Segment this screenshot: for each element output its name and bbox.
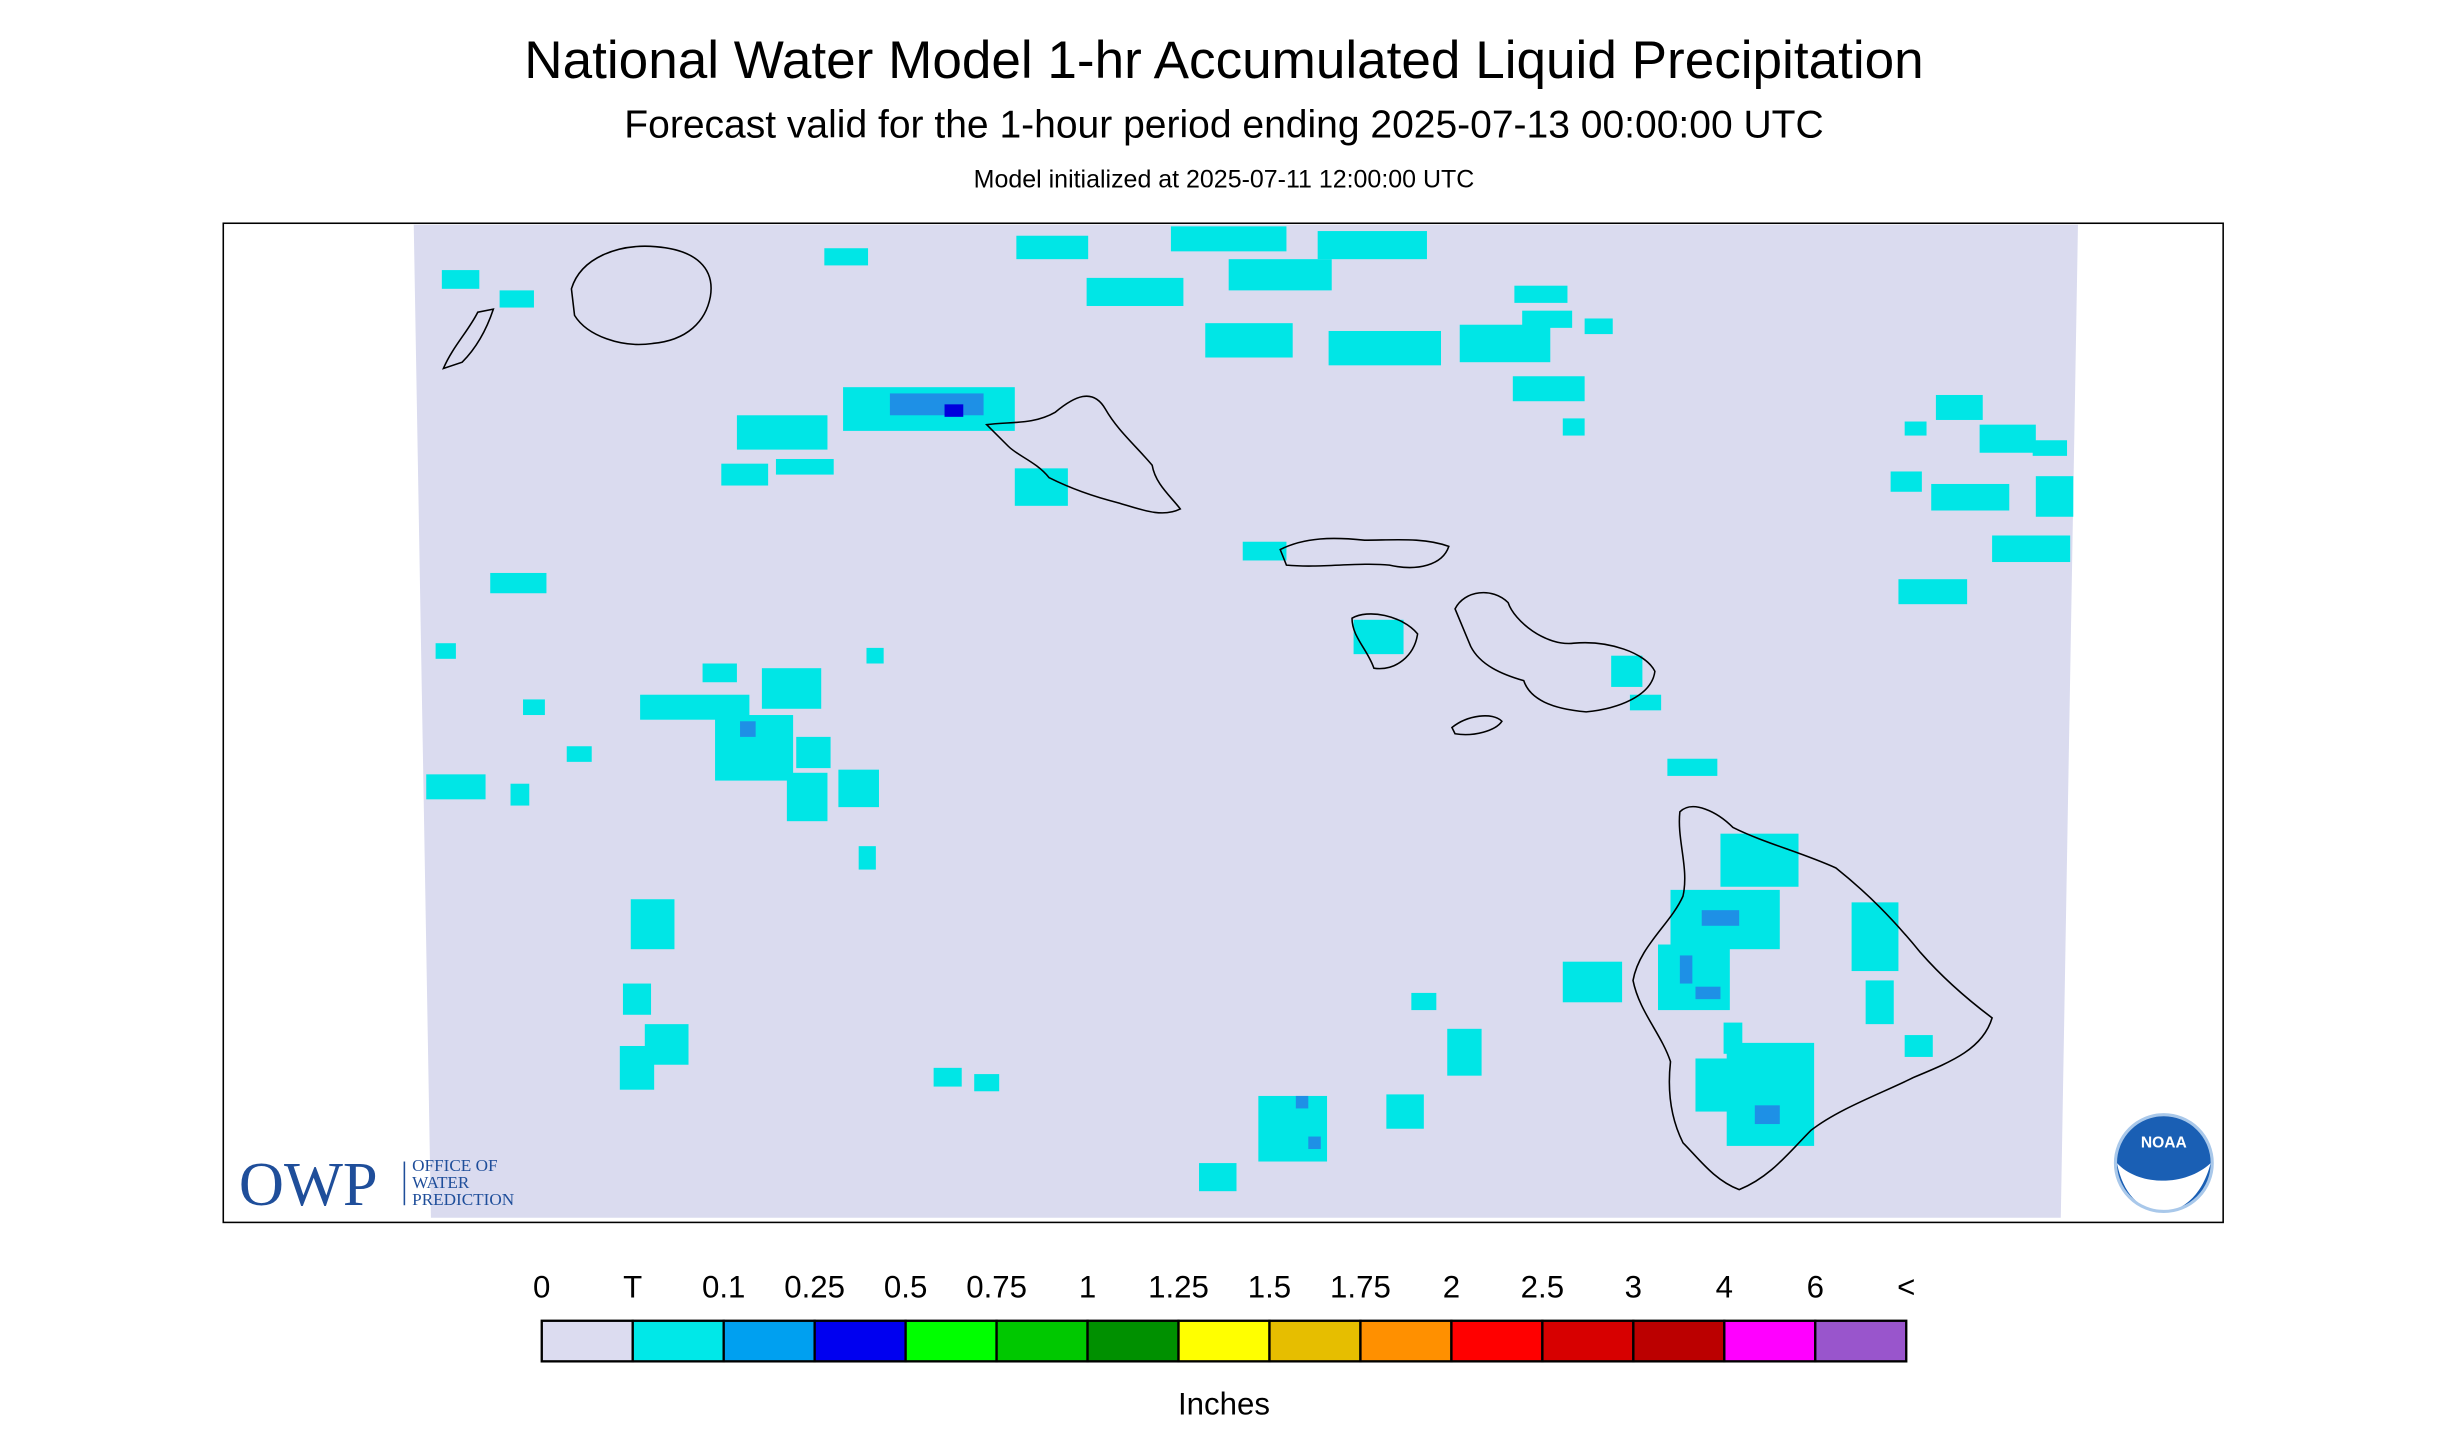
model-domain [413, 224, 2078, 1218]
init-time: Model initialized at 2025-07-11 12:00:00… [974, 165, 1475, 193]
title: National Water Model 1-hr Accumulated Li… [524, 31, 1923, 90]
legend-label: 1 [1079, 1269, 1096, 1304]
noaa-ring [2113, 1113, 2214, 1214]
legend-label: 0.1 [702, 1269, 745, 1304]
legend-label: 0 [533, 1269, 550, 1304]
legend-swatch [1541, 1319, 1635, 1363]
legend-swatch [540, 1319, 634, 1363]
legend-swatch [1177, 1319, 1271, 1363]
legend-label: 0.75 [966, 1269, 1027, 1304]
precipitation [426, 226, 2074, 1192]
legend-label: < [1897, 1269, 1915, 1304]
legend-label: 3 [1625, 1269, 1642, 1304]
legend-label: 1.5 [1248, 1269, 1291, 1304]
owp-logo-line: PREDICTION [412, 1190, 514, 1209]
legend-label: 2.5 [1521, 1269, 1564, 1304]
owp-logo-line: OFFICE OF [412, 1156, 497, 1175]
legend-swatch [1359, 1319, 1453, 1363]
owp-logo-text: OWP [239, 1149, 378, 1219]
legend-label: 4 [1716, 1269, 1733, 1304]
legend-label: 2 [1443, 1269, 1460, 1304]
legend-swatch [1268, 1319, 1362, 1363]
legend: 0 T 0.1 0.25 0.5 0.75 1 1.25 1.5 1.75 2 2.5 3 4 6 < [533, 1269, 1915, 1363]
owp-logo: OWP OFFICE OF WATER PREDICTION [239, 1149, 514, 1219]
legend-label: 1.25 [1148, 1269, 1209, 1304]
legend-swatch [904, 1319, 998, 1363]
legend-swatch [722, 1319, 816, 1363]
legend-swatch [995, 1319, 1089, 1363]
noaa-logo: NOAA [2113, 1113, 2214, 1214]
legend-swatch [631, 1319, 725, 1363]
legend-label: 1.75 [1330, 1269, 1391, 1304]
noaa-text: NOAA [2141, 1134, 2187, 1151]
legend-swatch [1814, 1319, 1908, 1363]
legend-label: T [623, 1269, 642, 1304]
subtitle: Forecast valid for the 1-hour period end… [624, 103, 1823, 146]
legend-unit: Inches [1178, 1386, 1270, 1421]
legend-label: 0.5 [884, 1269, 927, 1304]
noaa-wave [2116, 1163, 2211, 1212]
legend-swatch [1723, 1319, 1817, 1363]
coastlines [442, 245, 1994, 1191]
legend-label: 6 [1807, 1269, 1824, 1304]
owp-logo-line: WATER [412, 1173, 470, 1192]
legend-swatch [1632, 1319, 1726, 1363]
legend-swatch [813, 1319, 907, 1363]
legend-label: 0.25 [784, 1269, 845, 1304]
legend-swatch [1086, 1319, 1180, 1363]
legend-swatch [1450, 1319, 1544, 1363]
